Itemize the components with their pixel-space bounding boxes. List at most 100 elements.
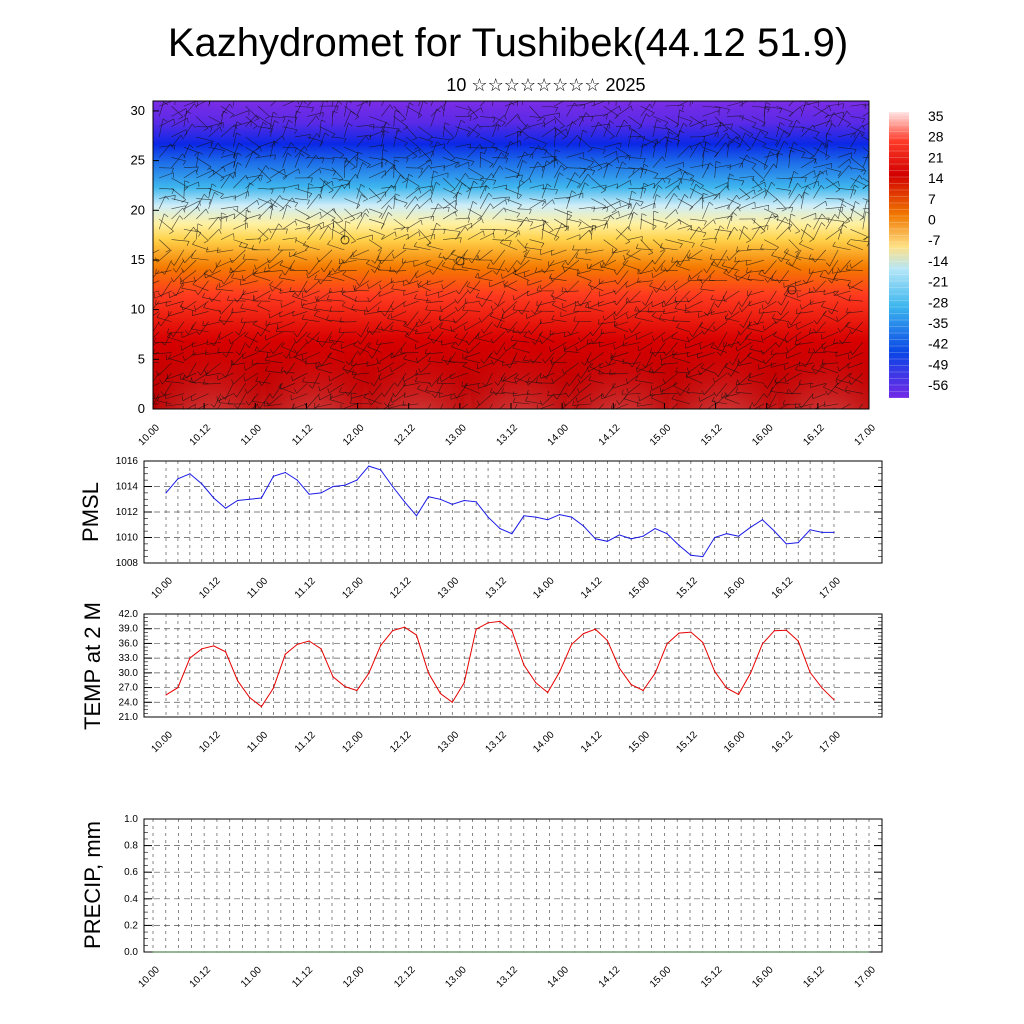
wind-barb [628, 198, 644, 203]
wind-barb [269, 249, 283, 264]
wind-barb [192, 284, 209, 292]
wind-barb [660, 383, 678, 393]
wind-barb [282, 220, 296, 230]
wind-barb [307, 133, 317, 148]
wind-barb [467, 126, 480, 135]
wind-barb [430, 203, 439, 220]
wind-barb [591, 123, 610, 127]
wind-barb [565, 393, 580, 407]
wind-barb [294, 146, 310, 156]
wind-barb-flag [402, 400, 405, 406]
wind-barb [455, 192, 458, 209]
wind-barb-flag [487, 263, 490, 269]
wind-barb [447, 352, 456, 365]
x-tick-label: 15.12 [699, 964, 725, 990]
wind-barb [455, 217, 470, 220]
wind-barb [172, 321, 185, 337]
wind-barb [540, 321, 555, 325]
wind-barb [294, 357, 308, 364]
y-tick-label: 30.0 [119, 668, 139, 679]
wind-barb [601, 393, 617, 400]
wind-barb-flag [687, 275, 690, 281]
x-tick-label: 13.00 [443, 964, 469, 990]
wind-barb [232, 121, 238, 138]
wind-barb-flag [443, 165, 446, 171]
wind-barb-flag [613, 270, 618, 275]
data-point [463, 682, 465, 684]
wind-barb [464, 321, 481, 331]
wind-barb [208, 126, 221, 138]
wind-barb [165, 393, 184, 399]
wind-barb-flag [184, 330, 189, 335]
wind-barb-flag [230, 174, 234, 179]
wind-barb-flag [491, 411, 493, 415]
wind-barb [403, 300, 419, 307]
data-point [638, 951, 640, 953]
wind-barb [541, 118, 556, 127]
wind-barb [376, 328, 394, 333]
wind-barb [562, 300, 580, 309]
wind-barb-flag [464, 226, 469, 231]
wind-barb-flag [438, 252, 442, 258]
wind-barb [676, 265, 691, 271]
wind-barb [578, 182, 586, 199]
wind-barb [159, 194, 176, 199]
wind-barb [356, 101, 365, 117]
wind-barb-flag [551, 300, 556, 305]
wind-barb-flag [525, 396, 529, 402]
wind-barb [603, 126, 615, 137]
wind-barb [301, 318, 320, 323]
wind-barb-flag [653, 267, 657, 272]
wind-barb [688, 362, 703, 373]
wind-barb-flag [741, 180, 745, 186]
wind-barb [590, 225, 593, 240]
wind-barb [570, 321, 580, 336]
wind-barb-flag [257, 301, 262, 306]
wind-barb [599, 362, 617, 369]
data-point [753, 951, 755, 953]
wind-barb [441, 265, 456, 271]
wind-barb-flag [553, 395, 558, 400]
wind-barb-flag [675, 367, 678, 373]
wind-barb [464, 358, 481, 364]
wind-barb [714, 123, 733, 127]
wind-barb [192, 311, 209, 316]
wind-barb [344, 229, 356, 242]
wind-barb [239, 246, 258, 251]
wind-barb [414, 246, 431, 251]
wind-barb [503, 300, 518, 314]
data-point [356, 951, 359, 953]
wind-barb [153, 352, 172, 355]
wind-barb-flag [198, 151, 204, 155]
wind-barb-flag [390, 278, 393, 284]
wind-barb-flag [480, 359, 484, 364]
wind-barb-flag [342, 364, 346, 370]
wind-barb-flag [366, 208, 370, 214]
wind-barb [319, 222, 334, 230]
wind-barb-flag [659, 243, 663, 248]
wind-barb-flag [291, 375, 293, 381]
wind-barb [220, 171, 236, 179]
wind-barb-flag [301, 300, 303, 306]
wind-barb-flag [522, 160, 527, 164]
wind-barb-flag [684, 307, 687, 313]
wind-barb-flag [194, 305, 196, 311]
wind-barb [466, 285, 481, 292]
wind-barb [369, 126, 384, 128]
wind-barb [434, 383, 444, 398]
wind-barb [714, 116, 728, 130]
data-point [630, 538, 632, 540]
wind-barb [588, 362, 604, 373]
data-point [369, 951, 371, 953]
wind-barb [665, 290, 678, 305]
wind-barb-flag [256, 114, 260, 120]
data-point [690, 554, 692, 556]
wind-barb-flag [209, 269, 213, 274]
wind-barb-flag [718, 107, 721, 113]
wind-barb-flag [424, 92, 428, 95]
wind-barb [726, 173, 730, 189]
wind-barb [603, 151, 617, 158]
wind-barb [504, 101, 511, 117]
wind-barb-flag [392, 253, 395, 259]
data-point [582, 633, 585, 635]
